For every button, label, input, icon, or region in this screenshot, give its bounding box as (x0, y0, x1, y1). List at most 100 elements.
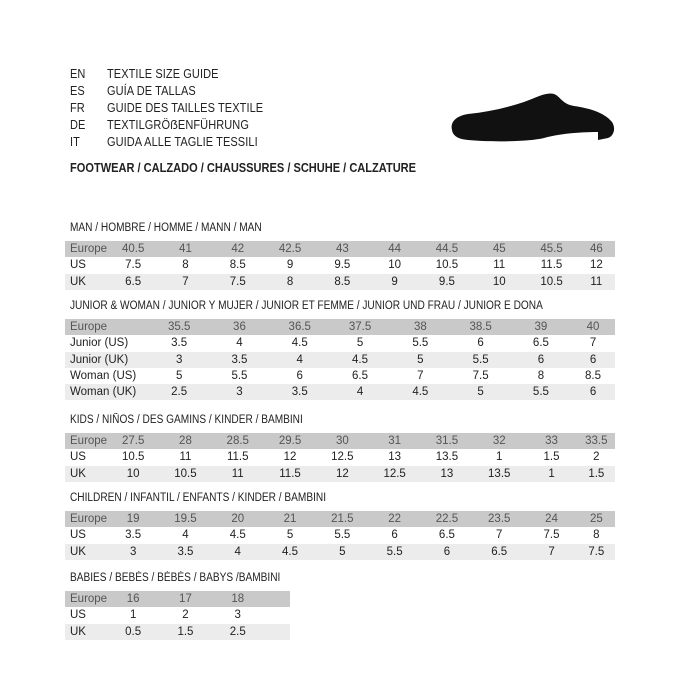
row-label: Europe (70, 513, 108, 526)
size-cell: 12 (335, 467, 349, 480)
size-cell: 8 (286, 275, 294, 288)
size-cell: 10 (492, 275, 506, 288)
row-label: Europe (70, 321, 108, 334)
title-line: ES GUÍA DE TALLAS (70, 84, 196, 98)
size-cell: 11 (179, 451, 192, 464)
size-cell: 38.5 (469, 321, 492, 334)
size-cell: 28.5 (226, 435, 249, 448)
babies-section-title: BABIES / BEBÉS / BÉBÉS / BABYS /BAMBINI (70, 572, 281, 584)
title-line: IT GUIDA ALLE TAGLIE TESSILI (70, 135, 258, 149)
row-label: UK (70, 275, 86, 288)
size-cell: 37.5 (348, 321, 372, 334)
table-row: Europe 35.5 36 36.5 37.5 38 38.5 39 40 (65, 319, 615, 336)
size-cell: 10.5 (174, 467, 197, 480)
table-row: Junior (UK) 3 3.5 4 4.5 5 5.5 6 6 (65, 351, 615, 368)
size-cell: 43 (335, 243, 349, 256)
row-label: UK (70, 625, 86, 638)
size-cell: 7 (548, 545, 555, 558)
size-cell: 13.5 (435, 451, 459, 464)
size-cell: 4 (236, 337, 243, 350)
row-label: Europe (70, 593, 108, 606)
size-cell: 10.5 (435, 259, 459, 272)
size-cell: 4.5 (291, 337, 308, 350)
title-text: TEXTILGRÖẞENFÜHRUNG (106, 118, 249, 132)
size-cell: 4.5 (412, 386, 429, 399)
size-cell: 4 (296, 353, 303, 366)
size-cell: 5 (417, 353, 424, 366)
size-cell: 2.5 (171, 386, 188, 399)
size-cell: 27.5 (121, 435, 145, 448)
row-label: Europe (70, 435, 108, 448)
size-cell: 4.5 (282, 545, 299, 558)
size-cell: 5 (286, 529, 294, 542)
size-cell: 3 (175, 353, 183, 366)
size-cell: 5.5 (532, 386, 549, 399)
size-cell: 1.5 (588, 467, 605, 480)
language-code: IT (70, 135, 80, 149)
row-label: Europe (70, 243, 108, 256)
size-cell: 19.5 (174, 513, 197, 526)
size-cell: 7 (589, 337, 597, 350)
size-cell: 13 (440, 467, 454, 480)
junior-woman-size-table: Europe 35.5 36 36.5 37.5 38 38.5 39 40 Junior (US… (65, 319, 615, 401)
size-cell: 1 (129, 609, 137, 622)
size-cell: 7.5 (472, 370, 489, 383)
title-text: GUÍA DE TALLAS (106, 84, 196, 98)
size-cell: 8 (593, 529, 600, 542)
size-cell: 19 (126, 513, 140, 526)
row-label: US (70, 529, 86, 542)
size-cell: 42.5 (278, 243, 302, 256)
size-cell: 3.5 (231, 353, 248, 366)
size-cell: 6 (589, 386, 597, 399)
size-cell: 12.5 (331, 451, 354, 464)
size-cell: 4.5 (352, 353, 369, 366)
table-row: Europe 40.5 41 42 42.5 43 44 44.5 45 45.5 46 (65, 241, 615, 258)
size-cell: 24 (545, 513, 558, 526)
size-cell: 5.5 (231, 370, 248, 383)
title-text: GUIDA ALLE TAGLIE TESSILI (106, 135, 258, 149)
row-label: UK (70, 545, 86, 558)
table-row: US 3.5 4 4.5 5 5.5 6 6.5 7 7.5 8 (65, 527, 615, 544)
size-cell: 9.5 (438, 275, 455, 288)
size-cell: 46 (589, 243, 603, 256)
size-cell: 5.5 (472, 353, 489, 366)
size-cell: 6 (443, 545, 451, 558)
size-cell: 3.5 (177, 545, 194, 558)
size-cell: 7.5 (125, 259, 142, 272)
size-cell: 2 (593, 451, 600, 464)
size-cell: 16 (126, 593, 140, 606)
size-cell: 45.5 (540, 243, 563, 256)
size-cell: 4 (182, 529, 189, 542)
size-cell: 6.5 (491, 545, 508, 558)
size-cell: 12 (283, 451, 297, 464)
size-cell: 7.5 (588, 545, 605, 558)
size-cell: 5.5 (386, 545, 403, 558)
title-line: FR GUIDE DES TAILLES TEXTILE (70, 101, 263, 115)
size-cell: 6 (296, 370, 303, 383)
junior-woman-section-title: JUNIOR & WOMAN / JUNIOR Y MUJER / JUNIOR… (70, 300, 543, 312)
size-cell: 5 (477, 386, 484, 399)
children-section-title: CHILDREN / INFANTIL / ENFANTS / KINDER /… (70, 492, 327, 504)
footwear-heading: FOOTWEAR / CALZADO / CHAUSSURES / SCHUHE… (70, 160, 417, 175)
size-cell: 41 (179, 243, 192, 256)
row-label: US (70, 609, 86, 622)
kids-section-title: KIDS / NIÑOS / DES GAMINS / KINDER / BAM… (70, 414, 303, 426)
size-cell: 6.5 (125, 275, 142, 288)
children-size-table: Europe 19 19.5 20 21 21.5 22 22.5 23.5 24 25 US 3.5 4… (65, 511, 615, 560)
size-cell: 32 (492, 435, 506, 448)
row-label: Junior (US) (70, 337, 129, 350)
table-row: Woman (UK) 2.5 3 3.5 4 4.5 5 5.5 6 (65, 384, 615, 401)
title-line: DE TEXTILGRÖẞENFÜHRUNG (70, 118, 249, 132)
size-cell: 38 (413, 321, 427, 334)
size-cell: 2.5 (229, 625, 246, 638)
size-cell: 7.5 (229, 275, 246, 288)
size-cell: 11 (493, 259, 506, 272)
size-cell: 39 (534, 321, 548, 334)
size-cell: 31 (388, 435, 402, 448)
size-cell: 9 (391, 275, 398, 288)
size-cell: 3 (129, 545, 137, 558)
size-cell: 0.5 (125, 625, 142, 638)
size-cell: 6.5 (532, 337, 549, 350)
size-cell: 6.5 (438, 529, 455, 542)
size-cell: 3.5 (291, 386, 308, 399)
